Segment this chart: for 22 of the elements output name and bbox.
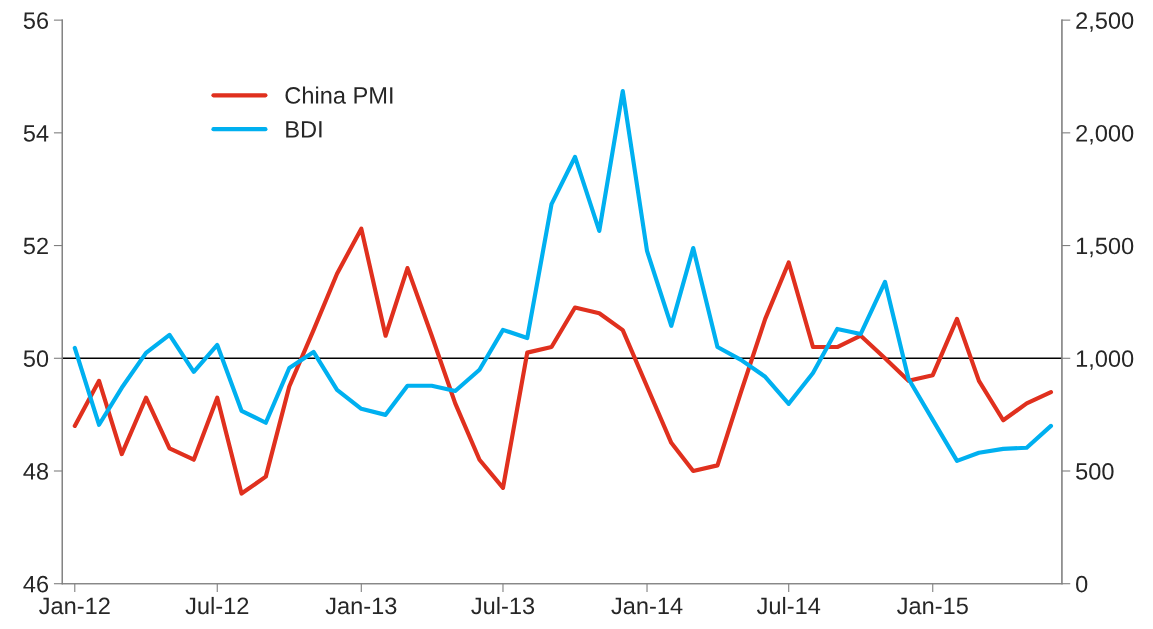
y2-tick-label: 2,500: [1076, 12, 1134, 32]
y2-tick-label: 1,000: [1076, 350, 1134, 370]
x-tick-label: Jul-12: [185, 596, 249, 615]
y-tick-label: 46: [23, 575, 49, 593]
x-tick-label: Jan-15: [897, 597, 968, 615]
y2-tick-label: 0: [1076, 575, 1088, 593]
legend-label: BDI: [286, 121, 322, 138]
x-tick-label: Jul-13: [471, 596, 535, 615]
y-tick-label: 48: [23, 463, 49, 480]
y-tick-label: 50: [23, 350, 49, 368]
y2-tick-label: 1,500: [1076, 237, 1134, 258]
x-tick-label: Jul-14: [756, 596, 821, 615]
x-tick-label: Jan-12: [39, 597, 110, 615]
y-tick-label: 54: [23, 125, 49, 142]
x-tick-label: Jan-14: [611, 597, 683, 615]
y-tick-label: 52: [23, 237, 48, 255]
y2-tick-label: 2,000: [1076, 124, 1134, 145]
y2-tick-label: 500: [1076, 463, 1114, 480]
x-tick-label: Jan-13: [325, 597, 397, 615]
legend-label: China PMI: [285, 86, 393, 104]
line-series: [72, 226, 1054, 496]
y-tick-label: 56: [23, 12, 49, 29]
